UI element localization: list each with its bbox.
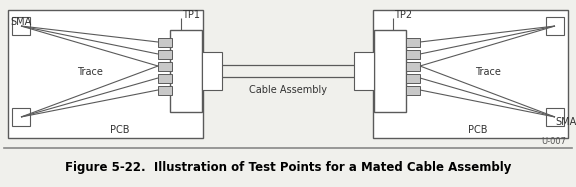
- Text: Figure 5-22.  Illustration of Test Points for a Mated Cable Assembly: Figure 5-22. Illustration of Test Points…: [65, 162, 511, 174]
- Bar: [373, 10, 568, 138]
- Text: Trace: Trace: [77, 67, 103, 77]
- Bar: [406, 62, 420, 71]
- Text: Trace: Trace: [475, 67, 501, 77]
- Bar: [158, 74, 172, 83]
- Bar: [12, 108, 30, 126]
- Text: SMA: SMA: [555, 117, 576, 127]
- Bar: [406, 74, 420, 83]
- Text: TP2: TP2: [394, 10, 412, 20]
- Text: PCB: PCB: [468, 125, 488, 135]
- Text: Cable Assembly: Cable Assembly: [249, 85, 327, 95]
- Bar: [158, 50, 172, 59]
- Bar: [158, 38, 172, 47]
- Bar: [546, 108, 564, 126]
- Bar: [158, 86, 172, 95]
- Text: SMA: SMA: [10, 17, 32, 27]
- Text: PCB: PCB: [110, 125, 130, 135]
- Text: U-007: U-007: [541, 137, 566, 146]
- Bar: [158, 62, 172, 71]
- Bar: [546, 17, 564, 35]
- Bar: [406, 86, 420, 95]
- Bar: [202, 52, 222, 90]
- Text: TP1: TP1: [182, 10, 200, 20]
- Bar: [8, 10, 203, 138]
- Bar: [170, 30, 202, 112]
- Bar: [406, 38, 420, 47]
- Bar: [406, 50, 420, 59]
- Bar: [354, 52, 374, 90]
- Bar: [374, 30, 406, 112]
- Bar: [12, 17, 30, 35]
